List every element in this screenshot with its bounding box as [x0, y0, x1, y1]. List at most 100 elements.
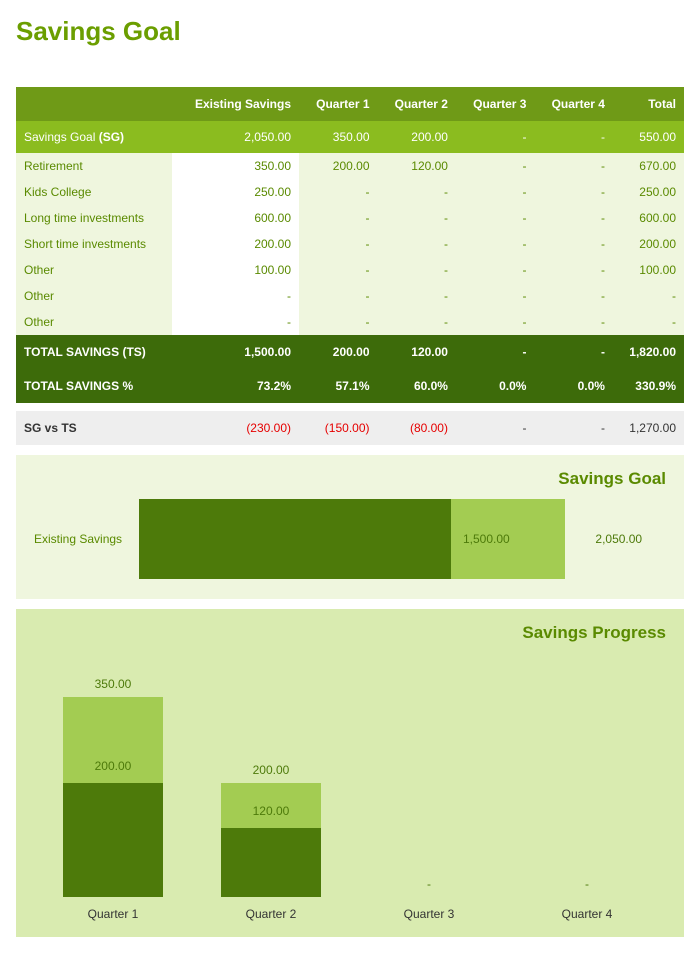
- page-title: Savings Goal: [16, 16, 684, 47]
- sgts-cell: -: [534, 411, 612, 445]
- goal-value-label: 350.00: [95, 677, 132, 697]
- q3-cell: -: [456, 153, 534, 179]
- goal-q4: -: [534, 121, 612, 153]
- goal-chart-category: Existing Savings: [34, 532, 139, 546]
- goal-label: Savings Goal (SG): [16, 121, 172, 153]
- goal-bar-inner: [139, 499, 451, 579]
- col-existing: Existing Savings: [172, 87, 299, 121]
- q3-cell: -: [456, 231, 534, 257]
- quarter-column: -: [353, 667, 505, 897]
- q1-cell: -: [299, 205, 377, 231]
- q1-cell: -: [299, 231, 377, 257]
- goal-outer-label: 2,050.00: [595, 532, 642, 546]
- q1-cell: -: [299, 257, 377, 283]
- savings-progress-chart: Savings Progress 350.00 200.00 200.00 120.0…: [16, 609, 684, 937]
- q2-cell: -: [378, 283, 456, 309]
- row-total: 100.00: [613, 257, 684, 283]
- goal-row: Savings Goal (SG) 2,050.00 350.00 200.00…: [16, 121, 684, 153]
- col-q1: Quarter 1: [299, 87, 377, 121]
- q2-cell: -: [378, 205, 456, 231]
- col-q4: Quarter 4: [534, 87, 612, 121]
- x-axis-label: Quarter 3: [353, 907, 505, 921]
- q4-cell: -: [534, 205, 612, 231]
- quarter-column: -: [511, 667, 663, 897]
- row-label: Long time investments: [16, 205, 172, 231]
- row-label: Other: [16, 257, 172, 283]
- sgts-label: SG vs TS: [16, 411, 172, 445]
- q4-cell: -: [534, 153, 612, 179]
- goal-bar-area: 1,500.00 2,050.00: [139, 499, 666, 579]
- row-label: Other: [16, 309, 172, 335]
- goal-existing: 2,050.00: [172, 121, 299, 153]
- existing-cell[interactable]: -: [172, 283, 299, 309]
- table-row: Other------: [16, 309, 684, 335]
- table-row: Retirement350.00200.00120.00--670.00: [16, 153, 684, 179]
- q2-cell: -: [378, 257, 456, 283]
- table-row: Long time investments600.00----600.00: [16, 205, 684, 231]
- q2-cell: -: [378, 179, 456, 205]
- q2-cell: -: [378, 309, 456, 335]
- pct-label: TOTAL SAVINGS %: [16, 369, 172, 403]
- row-total: 670.00: [613, 153, 684, 179]
- row-label: Kids College: [16, 179, 172, 205]
- q2-cell: 120.00: [378, 153, 456, 179]
- row-label: Other: [16, 283, 172, 309]
- table-header-row: Existing Savings Quarter 1 Quarter 2 Qua…: [16, 87, 684, 121]
- savings-goal-chart: Savings Goal Existing Savings 1,500.00 2…: [16, 455, 684, 599]
- row-total: 200.00: [613, 231, 684, 257]
- existing-cell[interactable]: 200.00: [172, 231, 299, 257]
- q4-cell: -: [534, 257, 612, 283]
- q4-cell: -: [534, 179, 612, 205]
- q3-cell: -: [456, 205, 534, 231]
- empty-quarter-label: -: [585, 877, 589, 897]
- existing-cell[interactable]: 600.00: [172, 205, 299, 231]
- saved-segment: [63, 783, 163, 897]
- empty-quarter-label: -: [427, 877, 431, 897]
- col-q3: Quarter 3: [456, 87, 534, 121]
- sg-vs-ts-row: SG vs TS (230.00) (150.00) (80.00) - - 1…: [16, 411, 684, 445]
- q1-cell: -: [299, 283, 377, 309]
- q3-cell: -: [456, 283, 534, 309]
- saved-value-label: 200.00: [63, 753, 163, 779]
- existing-cell[interactable]: 100.00: [172, 257, 299, 283]
- goal-total: 550.00: [613, 121, 684, 153]
- savings-table: Existing Savings Quarter 1 Quarter 2 Qua…: [16, 87, 684, 445]
- goal-q2: 200.00: [378, 121, 456, 153]
- sgts-cell: (80.00): [378, 411, 456, 445]
- q1-cell: -: [299, 309, 377, 335]
- progress-chart-title: Savings Progress: [34, 623, 666, 643]
- goal-q3: -: [456, 121, 534, 153]
- existing-cell[interactable]: 350.00: [172, 153, 299, 179]
- q1-cell: -: [299, 179, 377, 205]
- sgts-cell: -: [456, 411, 534, 445]
- x-axis-label: Quarter 1: [37, 907, 189, 921]
- q4-cell: -: [534, 231, 612, 257]
- goal-q1: 350.00: [299, 121, 377, 153]
- row-label: Short time investments: [16, 231, 172, 257]
- existing-cell[interactable]: -: [172, 309, 299, 335]
- col-total: Total: [613, 87, 684, 121]
- existing-cell[interactable]: 250.00: [172, 179, 299, 205]
- q4-cell: -: [534, 309, 612, 335]
- row-total: 250.00: [613, 179, 684, 205]
- goal-inner-label: 1,500.00: [463, 532, 510, 546]
- goal-chart-title: Savings Goal: [34, 469, 666, 489]
- x-axis-label: Quarter 4: [511, 907, 663, 921]
- total-savings-row: TOTAL SAVINGS (TS) 1,500.00 200.00 120.0…: [16, 335, 684, 369]
- saved-segment: [221, 828, 321, 897]
- col-q2: Quarter 2: [378, 87, 456, 121]
- sgts-cell: (230.00): [172, 411, 299, 445]
- x-axis-label: Quarter 2: [195, 907, 347, 921]
- col-blank: [16, 87, 172, 121]
- total-label: TOTAL SAVINGS (TS): [16, 335, 172, 369]
- saved-value-label: 120.00: [221, 798, 321, 824]
- quarter-column: 350.00 200.00: [37, 667, 189, 897]
- sgts-cell: (150.00): [299, 411, 377, 445]
- goal-value-label: 200.00: [253, 763, 290, 783]
- row-total: 600.00: [613, 205, 684, 231]
- row-label: Retirement: [16, 153, 172, 179]
- q1-cell: 200.00: [299, 153, 377, 179]
- table-row: Short time investments200.00----200.00: [16, 231, 684, 257]
- q3-cell: -: [456, 257, 534, 283]
- sgts-cell: 1,270.00: [613, 411, 684, 445]
